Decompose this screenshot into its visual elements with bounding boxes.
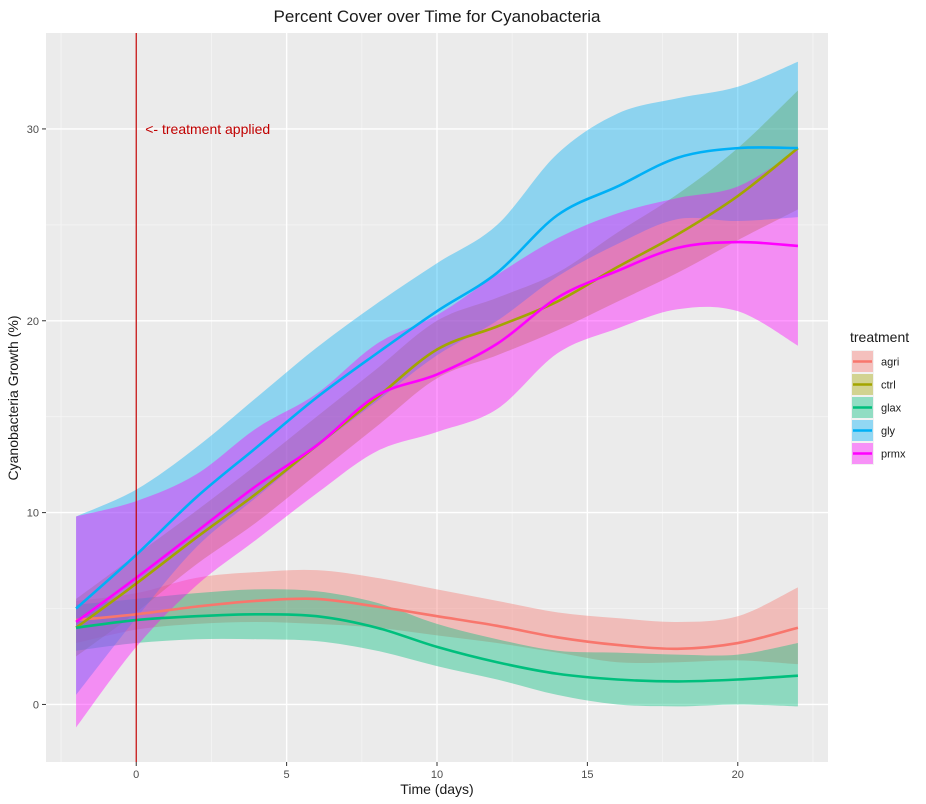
y-axis-ticks: 0 10 20 30: [27, 124, 46, 711]
y-tick-label: 20: [27, 316, 39, 328]
minor-gridlines: [46, 33, 828, 762]
y-axis-label: Cyanobacteria Growth (%): [5, 316, 21, 481]
legend-key-prmx: [851, 442, 874, 465]
y-tick-label: 0: [33, 699, 39, 711]
x-axis-ticks: 0 5 10 15 20: [133, 762, 744, 781]
line-gly: [75, 146, 798, 610]
legend-key-ctrl: [851, 373, 874, 396]
ribbon-prmx: [76, 150, 798, 728]
x-tick-label: 10: [431, 769, 443, 781]
legend-label-gly: gly: [881, 426, 896, 438]
smooth-lines: [75, 146, 799, 683]
legend-key-glax: [851, 396, 874, 419]
legend-key-agri: [851, 350, 874, 373]
line-agri: [75, 597, 799, 651]
ribbon-gly: [76, 61, 798, 695]
line-glax: [75, 612, 799, 683]
legend-label-prmx: prmx: [881, 449, 906, 461]
treatment-annotation: <- treatment applied: [145, 121, 270, 137]
x-tick-label: 5: [284, 769, 290, 781]
legend-label-glax: glax: [881, 403, 902, 415]
x-tick-label: 0: [133, 769, 139, 781]
y-tick-label: 30: [27, 124, 39, 136]
legend-key-gly: [851, 419, 874, 442]
legend: treatment agri ctrl glax gly prmx: [850, 329, 909, 465]
y-tick-label: 10: [27, 508, 39, 520]
x-tick-label: 20: [732, 769, 744, 781]
x-axis-label: Time (days): [400, 781, 473, 797]
legend-label-agri: agri: [881, 357, 899, 369]
line-ctrl: [75, 147, 799, 629]
chart-title: Percent Cover over Time for Cyanobacteri…: [274, 7, 601, 26]
x-tick-label: 15: [581, 769, 593, 781]
line-prmx: [75, 240, 799, 624]
legend-title: treatment: [850, 329, 909, 345]
legend-label-ctrl: ctrl: [881, 380, 896, 392]
